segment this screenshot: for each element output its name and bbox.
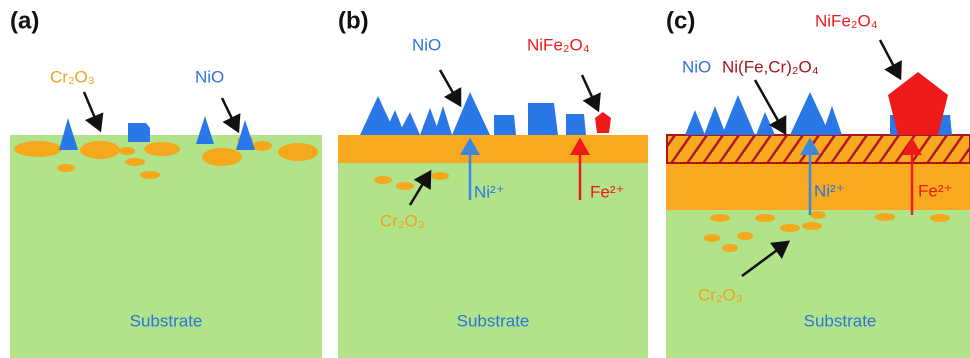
arrow [440,70,460,105]
cr2o3-layer [338,135,648,163]
nio-label: NiO [412,35,441,54]
cr2o3-label: Cr₂O₃ [380,211,425,230]
substrate-label: Substrate [457,311,530,330]
panel-label: (b) [338,7,369,34]
panel-c: (c) NiO Ni(Fe,Cr)₂O₄ NiFe₂O₄ Ni²⁺ Fe²⁺ C… [666,7,970,358]
substrate [666,210,970,358]
figure: (a) Cr₂O₃ NiO Substrate (b) NiO NiFe₂O₄ … [0,0,970,358]
ni-label: Ni²⁺ [474,182,505,201]
panel-label: (c) [666,7,695,34]
nio-crystals [360,92,586,135]
nio-label: NiO [195,67,224,86]
nio-label: NiO [682,57,711,76]
substrate-label: Substrate [804,311,877,330]
nife2o4-label: NiFe₂O₄ [527,35,590,54]
substrate-label: Substrate [130,311,203,330]
nife2o4-crystal [595,112,611,133]
arrow [84,92,100,130]
cr2o3-label: Cr₂O₃ [50,67,95,86]
panel-b: (b) NiO NiFe₂O₄ Ni²⁺ Fe²⁺ Cr₂O₃ Substrat… [338,7,648,358]
spinel-layer [667,135,970,163]
panel-label: (a) [10,7,39,34]
arrow [222,98,238,131]
arrow [582,75,598,110]
nife2o4-crystal [888,72,948,135]
cr2o3-label: Cr₂O₃ [698,285,743,304]
ni-label: Ni²⁺ [814,181,845,200]
panel-a: (a) Cr₂O₃ NiO Substrate [10,7,322,358]
fe-label: Fe²⁺ [918,181,952,200]
nife2o4-label: NiFe₂O₄ [815,11,878,30]
spinel-label: Ni(Fe,Cr)₂O₄ [722,57,819,76]
arrow [880,40,900,78]
fe-label: Fe²⁺ [590,182,624,201]
